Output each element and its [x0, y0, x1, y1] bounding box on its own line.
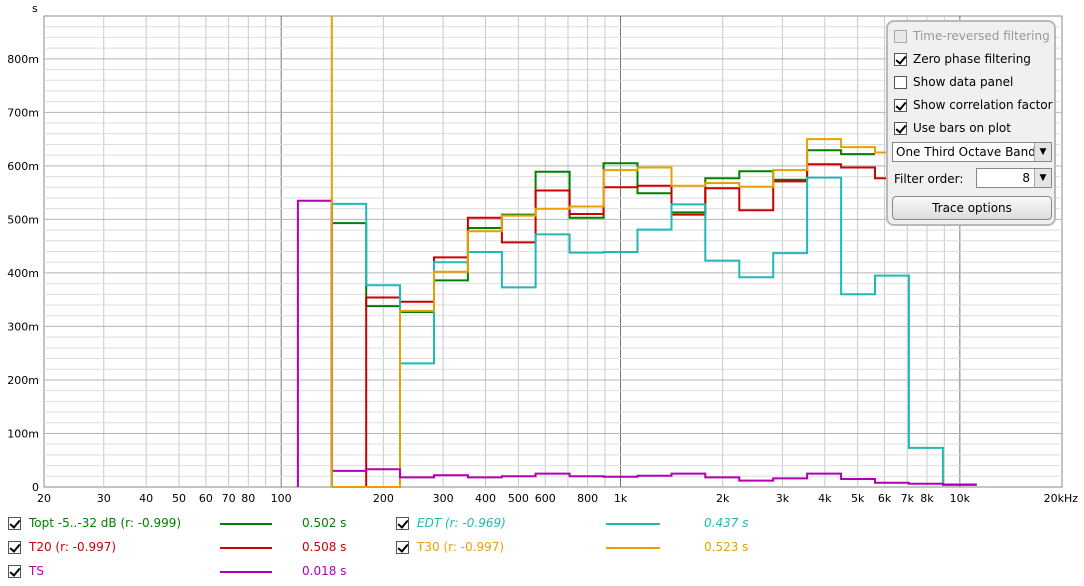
t20-value: 0.508 s [302, 540, 347, 554]
x-tick-label: 600 [535, 492, 556, 505]
legend-item-t30[interactable]: T30 (r: -0.997) [396, 537, 504, 557]
edt-label: EDT (r: -0.969) [417, 516, 506, 530]
topt-label: Topt -5..-32 dB (r: -0.999) [29, 516, 182, 530]
x-tick-label: 50 [172, 492, 186, 505]
trace-options-button[interactable]: Trace options [892, 196, 1052, 220]
series-4 [296, 199, 977, 487]
ts-label: TS [29, 564, 44, 578]
x-tick-label: 40 [139, 492, 153, 505]
option-time-reversed: Time-reversed filtering [894, 27, 1050, 45]
series-line [330, 176, 977, 487]
show-correlation-checkbox[interactable] [894, 98, 907, 112]
y-axis-label: s [32, 2, 38, 15]
use-bars-checkbox[interactable] [894, 121, 907, 135]
x-tick-label: 8k [920, 492, 934, 505]
y-tick-label: 700m [7, 106, 39, 119]
t30-checkbox[interactable] [396, 540, 409, 554]
option-zero-phase[interactable]: Zero phase filtering [894, 50, 1031, 68]
option-use-bars[interactable]: Use bars on plot [894, 119, 1011, 137]
chevron-down-icon[interactable]: ▼ [1034, 169, 1051, 187]
option-show-correlation[interactable]: Show correlation factor [894, 96, 1053, 114]
x-tick-label: 80 [241, 492, 255, 505]
x-tick-label: 2k [716, 492, 730, 505]
edt-checkbox[interactable] [396, 516, 409, 530]
time-reversed-checkbox [894, 29, 907, 43]
legend-item-ts[interactable]: TS [8, 561, 44, 581]
series-line [331, 138, 909, 488]
x-tick-label: 500 [508, 492, 529, 505]
x-tick-label: 10k [950, 492, 971, 505]
legend-item-topt[interactable]: Topt -5..-32 dB (r: -0.999) [8, 513, 181, 533]
y-tick-label: 800m [7, 53, 39, 66]
edt-swatch [606, 523, 660, 525]
edt-value: 0.437 s [704, 516, 749, 530]
show-data-panel-checkbox[interactable] [894, 75, 907, 89]
legend-item-edt[interactable]: EDT (r: -0.969) [396, 513, 506, 533]
x-tick-label: 100 [271, 492, 292, 505]
x-tick-label: 800 [577, 492, 598, 505]
series-3 [331, 138, 909, 488]
y-tick-label: 600m [7, 160, 39, 173]
legend-item-t20[interactable]: T20 (r: -0.997) [8, 537, 116, 557]
x-tick-label: 20 [37, 492, 51, 505]
topt-checkbox[interactable] [8, 516, 21, 530]
y-tick-labels: 0 100m 200m 300m 400m 500m 600m 700m 800m [7, 53, 39, 494]
x-tick-label: 70 [222, 492, 236, 505]
options-panel: Time-reversed filtering Zero phase filte… [886, 20, 1056, 226]
option-show-data-panel[interactable]: Show data panel [894, 73, 1013, 91]
legend: Topt -5..-32 dB (r: -0.999) 0.502 s T20 … [0, 510, 1084, 586]
y-tick-label: 300m [7, 320, 39, 333]
y-tick-label: 0 [32, 481, 39, 494]
y-tick-label: 500m [7, 213, 39, 226]
series-line [296, 199, 977, 487]
x-tick-label: 200 [373, 492, 394, 505]
t20-swatch [220, 547, 272, 549]
t30-label: T30 (r: -0.997) [417, 540, 505, 554]
series-group [296, 16, 977, 488]
chevron-down-icon[interactable]: ▼ [1034, 143, 1051, 161]
x-tick-label: 7k [901, 492, 915, 505]
x-tick-label: 6k [878, 492, 892, 505]
t20-checkbox[interactable] [8, 540, 21, 554]
filter-order-select[interactable]: 8 ▼ [976, 168, 1052, 188]
x-tick-label: 300 [433, 492, 454, 505]
y-tick-label: 400m [7, 267, 39, 280]
t30-value: 0.523 s [704, 540, 749, 554]
x-tick-label: 1k [614, 492, 628, 505]
ts-swatch [220, 571, 272, 573]
band-resolution-select[interactable]: One Third Octave Bands ▼ [892, 142, 1052, 162]
t20-label: T20 (r: -0.997) [29, 540, 117, 554]
series-2 [330, 176, 977, 487]
ts-checkbox[interactable] [8, 564, 21, 578]
filter-order-label: Filter order: [894, 172, 964, 186]
topt-value: 0.502 s [302, 516, 347, 530]
x-tick-label: 20kHz [1044, 492, 1079, 505]
y-tick-label: 100m [7, 427, 39, 440]
y-tick-label: 200m [7, 374, 39, 387]
x-tick-label: 60 [199, 492, 213, 505]
x-tick-label: 30 [97, 492, 111, 505]
ts-value: 0.018 s [302, 564, 347, 578]
x-tick-label: 5k [851, 492, 865, 505]
x-tick-labels: 20 30 40 50 60 70 80 100 200 300 400 500 600 800 1k 2k 3… [37, 492, 1078, 505]
x-tick-label: 400 [475, 492, 496, 505]
x-tick-label: 3k [776, 492, 790, 505]
zero-phase-checkbox[interactable] [894, 52, 907, 66]
t30-swatch [606, 547, 660, 549]
x-tick-label: 4k [818, 492, 832, 505]
topt-swatch [220, 523, 272, 525]
